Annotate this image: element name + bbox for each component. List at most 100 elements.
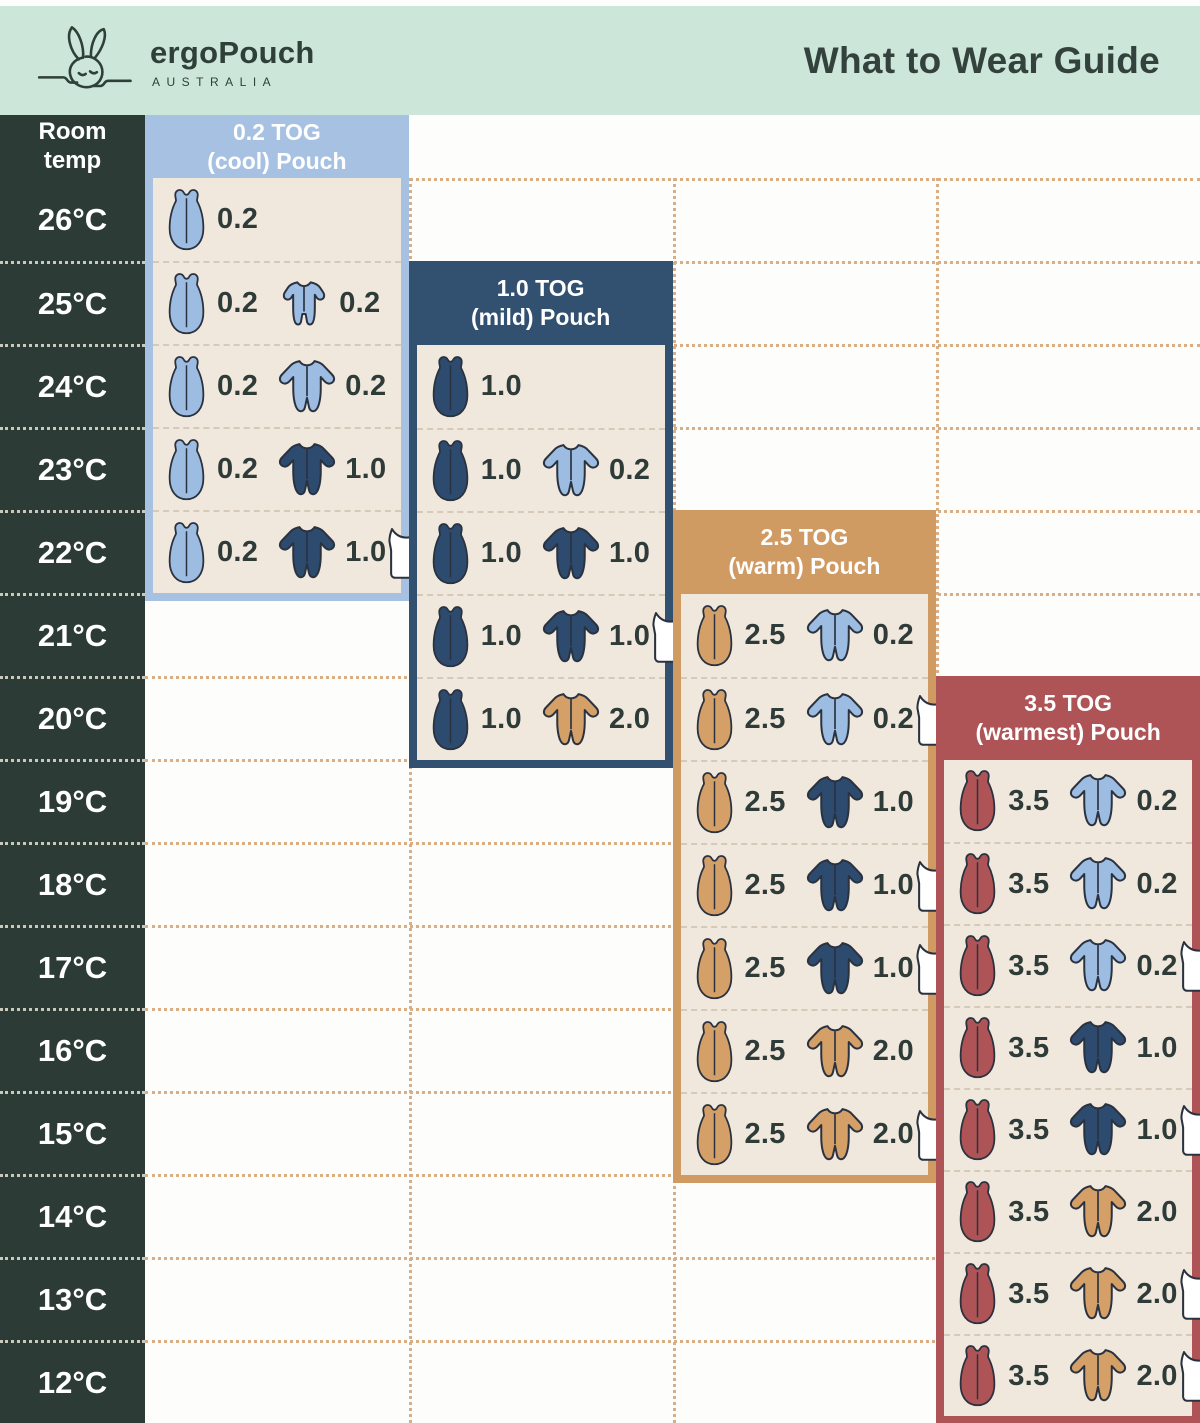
tog-value: 2.5 <box>744 869 786 901</box>
panel-row-16c: 3.5 1.0 <box>944 1006 1192 1088</box>
tog-value: 0.2 <box>345 370 387 402</box>
panel-row-23c: 1.0 0.2 <box>416 428 665 511</box>
sleepsuit-icon <box>1067 936 1129 996</box>
pouch-icon <box>163 520 210 586</box>
temp-label: 12°C <box>0 1340 145 1423</box>
tog-value: 0.2 <box>339 287 381 319</box>
tog-value: 1.0 <box>480 620 522 652</box>
sleepsuit-icon <box>540 524 602 584</box>
sleepsuit-icon <box>1067 1018 1129 1078</box>
tog-value: 1.0 <box>872 952 914 984</box>
panel-title: 3.5 TOG (warmest) Pouch <box>975 690 1161 745</box>
panel-row-24c: 1.0 <box>417 345 665 428</box>
sleepsuit-icon <box>276 440 338 500</box>
sleepsuit-icon <box>804 690 866 750</box>
panel-row-22c: 0.2 1.0 <box>153 510 401 593</box>
temp-label: 20°C <box>0 676 145 759</box>
room-temp-column: Room temp 26°C 25°C 24°C 23°C 22°C 21°C 20°C 19… <box>0 115 145 1423</box>
pouch-icon <box>163 437 210 503</box>
tog-value: 0.2 <box>217 453 259 485</box>
tog-value: 1.0 <box>1136 1113 1178 1146</box>
singlet-icon <box>1178 1266 1200 1322</box>
temp-label: 23°C <box>0 427 145 510</box>
tog-value: 1.0 <box>480 703 522 735</box>
panel-row-14c: 3.5 2.0 <box>944 1170 1192 1252</box>
tog-value: 3.5 <box>1008 867 1050 900</box>
panel-row-17c: 3.5 0.2 <box>944 924 1192 1006</box>
tog-value: 0.2 <box>1136 784 1178 817</box>
panel-row-25c: 0.2 0.2 <box>153 261 401 344</box>
pouch-icon <box>691 687 738 753</box>
tog-value: 3.5 <box>1008 784 1050 817</box>
tog-value: 1.0 <box>345 453 387 485</box>
tog-value: 2.5 <box>744 1118 786 1150</box>
pouch-icon <box>954 1343 1001 1409</box>
pouch-icon <box>691 1102 738 1168</box>
pouch-icon <box>691 936 738 1002</box>
tog-value: 2.0 <box>608 703 651 735</box>
tog-value: 0.2 <box>217 370 259 402</box>
temp-rows: 26°C 25°C 24°C 23°C 22°C 21°C 20°C 19°C 18°C 17°C… <box>0 178 145 1423</box>
tog-value: 1.0 <box>608 620 651 652</box>
brand-subtitle: AUSTRALIA <box>152 74 278 89</box>
panel-mild-pouch: 1.0 TOG (mild) Pouch 1.0 1.0 0.2 1.0 1.0 1.0 1.0… <box>408 261 673 768</box>
panel-row-15c: 3.5 1.0 <box>944 1088 1192 1170</box>
tog-value: 1.0 <box>872 869 914 901</box>
pouch-icon <box>427 687 474 753</box>
pouch-icon <box>691 1019 738 1085</box>
ergopouch-logo: ergoPouch AUSTRALIA <box>34 19 315 103</box>
tog-value: 1.0 <box>1136 1031 1178 1064</box>
tog-value: 3.5 <box>1008 1031 1050 1064</box>
sleepsuit-icon <box>540 441 602 501</box>
tog-value: 2.5 <box>744 786 786 818</box>
panel-body: 2.5 0.2 2.5 0.2 2.5 1.0 2.5 1.0 2.5 1.0 2.5 2.0 2.5 2… <box>680 594 929 1175</box>
sleepsuit-icon <box>1067 1346 1129 1406</box>
tog-value: 0.2 <box>217 536 259 568</box>
panel-cool-pouch: 0.2 TOG (cool) Pouch 0.2 0.2 0.2 0.2 0.2 0.2 1.0… <box>145 115 409 601</box>
tog-value: 2.5 <box>744 703 786 735</box>
panel-title: 1.0 TOG (mild) Pouch <box>470 275 611 330</box>
panel-warmest-pouch: 3.5 TOG (warmest) Pouch 3.5 0.2 3.5 0.2 3.5 0.2… <box>936 676 1200 1423</box>
tog-value: 3.5 <box>1008 1195 1050 1228</box>
panel-row-23c: 0.2 1.0 <box>153 427 401 510</box>
panel-row-21c: 2.5 0.2 <box>681 594 929 677</box>
tog-value: 1.0 <box>480 370 522 402</box>
panel-row-21c: 1.0 1.0 <box>416 594 665 677</box>
pouch-icon <box>163 354 210 420</box>
panel-row-12c: 3.5 2.0 <box>944 1334 1192 1416</box>
header-bar: ergoPouch AUSTRALIA What to Wear Guide <box>0 6 1200 115</box>
panel-warm-pouch: 2.5 TOG (warm) Pouch 2.5 0.2 2.5 0.2 2.5 1.0 2.5… <box>672 510 937 1183</box>
tog-value: 3.5 <box>1008 949 1050 982</box>
pouch-icon <box>954 1261 1001 1327</box>
tog-value: 1.0 <box>480 537 522 569</box>
pouch-icon <box>954 768 1001 834</box>
tog-value: 0.2 <box>217 203 259 235</box>
tog-value: 2.0 <box>872 1118 914 1150</box>
temp-label: 25°C <box>0 261 145 344</box>
tog-value: 2.0 <box>1136 1195 1178 1228</box>
sleepsuit-icon <box>1067 854 1129 914</box>
tog-value: 1.0 <box>480 454 522 486</box>
pouch-icon <box>954 1015 1001 1081</box>
panel-body: 3.5 0.2 3.5 0.2 3.5 0.2 3.5 1.0 3.5 1.0 3.5 2.0 3.5 2… <box>944 760 1192 1416</box>
sleepsuit-icon <box>804 606 866 666</box>
tog-value: 0.2 <box>872 619 914 651</box>
sleepsuit-icon <box>804 773 866 833</box>
temp-label: 18°C <box>0 842 145 925</box>
tog-value: 2.5 <box>744 952 786 984</box>
temp-label: 22°C <box>0 510 145 593</box>
tog-value: 1.0 <box>608 537 651 569</box>
tog-value: 2.0 <box>1136 1359 1178 1392</box>
panel-row-16c: 2.5 2.0 <box>680 1009 929 1092</box>
temp-label: 21°C <box>0 593 145 676</box>
sleepsuit-icon <box>804 939 866 999</box>
pouch-icon <box>691 853 738 919</box>
temp-label: 24°C <box>0 344 145 427</box>
sleepsuit-icon <box>276 357 338 417</box>
tog-value: 0.2 <box>608 454 651 486</box>
sleepsuit-icon <box>1067 1264 1129 1324</box>
panel-row-26c: 0.2 <box>153 178 401 261</box>
pouch-icon <box>427 604 474 670</box>
logo-text: ergoPouch AUSTRALIA <box>150 35 315 89</box>
